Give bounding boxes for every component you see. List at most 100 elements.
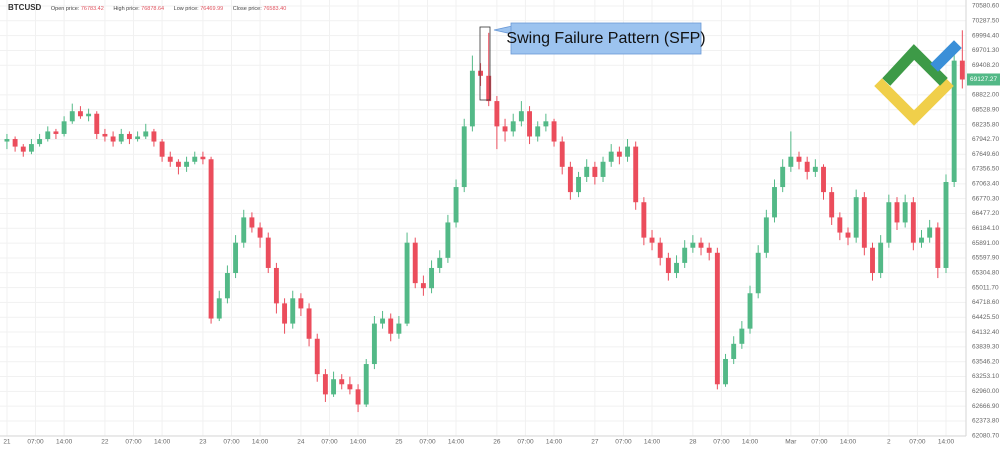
candle-body	[706, 247, 712, 253]
candle-body	[837, 217, 843, 233]
candle-body	[510, 121, 516, 132]
candle-body	[559, 141, 565, 167]
callout-text: Swing Failure Pattern (SFP)	[506, 30, 705, 47]
y-tick-label: 63839.30	[972, 344, 999, 351]
candle-body	[927, 227, 933, 238]
candle-body	[486, 75, 492, 102]
candle-body	[53, 131, 59, 134]
candle-body	[37, 139, 43, 145]
candle-body	[739, 328, 745, 344]
candle-body	[821, 166, 826, 193]
candle-body	[698, 242, 704, 248]
y-tick-label: 67649.60	[972, 151, 999, 158]
ohlc-value: 76878.64	[141, 6, 165, 12]
candle-body	[175, 161, 181, 167]
candle-body	[429, 267, 435, 289]
candle-body	[951, 60, 957, 182]
candle-body	[469, 70, 475, 127]
candle-body	[28, 144, 34, 152]
candles	[4, 30, 965, 413]
y-tick-label: 66184.10	[972, 225, 999, 232]
y-tick-label: 62960.00	[972, 388, 999, 395]
x-tick-label: 22	[101, 439, 109, 446]
x-tick-label: Mar	[785, 439, 797, 446]
logo	[874, 40, 962, 126]
candle-body	[902, 202, 908, 223]
ohlc-item: Low price: 76469.99	[174, 6, 224, 12]
x-tick-label: 07:00	[223, 439, 240, 446]
candle-body	[355, 389, 361, 405]
x-tick-label: 14:00	[252, 439, 269, 446]
candle-body	[763, 217, 769, 253]
candle-body	[371, 323, 377, 365]
ohlc-label: High price:	[113, 6, 140, 12]
candle-body	[94, 113, 100, 134]
candle-body	[682, 247, 688, 263]
y-tick-label: 65304.80	[972, 269, 999, 276]
candle-body	[241, 217, 247, 243]
candle-body	[61, 121, 67, 134]
candle-body	[772, 187, 777, 218]
ohlc-value: 76469.99	[200, 6, 224, 12]
candle-body	[649, 237, 655, 243]
y-tick-label: 67063.40	[972, 181, 999, 188]
candle-body	[600, 161, 606, 177]
candle-body	[45, 131, 51, 140]
candle-body	[224, 273, 230, 299]
candle-body	[641, 202, 647, 238]
candle-body	[665, 257, 671, 274]
candle-body	[331, 379, 337, 395]
candle-body	[886, 202, 892, 243]
logo-blue	[930, 40, 962, 72]
callout-box	[510, 22, 702, 55]
y-tick-label: 65891.00	[972, 240, 999, 247]
y-tick-label: 63546.20	[972, 358, 999, 365]
candle-body	[723, 358, 728, 385]
candle-body	[584, 166, 590, 177]
candle-body	[567, 166, 573, 193]
candle-body	[404, 242, 410, 324]
x-tick-label: 24	[297, 439, 305, 446]
candle-body	[845, 232, 851, 238]
candle-body	[690, 242, 696, 248]
ohlc-value: 76783.42	[80, 6, 104, 12]
x-tick-label: 14:00	[840, 439, 857, 446]
candle-body	[192, 156, 198, 162]
y-tick-label: 65597.90	[972, 255, 999, 262]
last-price-label: 69127.27	[970, 76, 997, 83]
candle-body	[184, 161, 190, 167]
last-price-box	[967, 73, 1000, 86]
candle-body	[943, 181, 949, 268]
candle-body	[829, 192, 835, 218]
grid	[0, 0, 966, 437]
y-tick-label: 65011.70	[972, 284, 999, 291]
x-tick-label: 14:00	[448, 439, 465, 446]
candle-body	[4, 139, 10, 142]
y-tick-label: 64718.60	[972, 299, 999, 306]
candle-body	[445, 222, 451, 258]
candle-body	[339, 379, 345, 385]
candle-body	[959, 60, 965, 80]
candle-body	[535, 126, 541, 137]
candle-body	[396, 323, 402, 334]
candle-body	[853, 197, 859, 238]
candle-body	[290, 298, 296, 324]
y-tick-label: 64425.50	[972, 314, 999, 321]
symbol: BTCUSD	[8, 3, 42, 12]
candle-body	[919, 237, 924, 243]
y-tick-label: 69408.20	[972, 62, 999, 69]
candle-body	[208, 159, 214, 319]
candle-body	[714, 252, 720, 385]
candle-body	[935, 227, 941, 268]
candle-body	[788, 156, 794, 167]
candle-body	[12, 139, 18, 147]
candle-body	[216, 298, 222, 319]
y-tick-label: 62666.90	[972, 403, 999, 410]
candle-body	[878, 242, 884, 274]
candle-body	[380, 318, 386, 324]
time-axis	[0, 436, 966, 449]
candle-body	[249, 217, 255, 228]
candle-body	[633, 146, 639, 203]
